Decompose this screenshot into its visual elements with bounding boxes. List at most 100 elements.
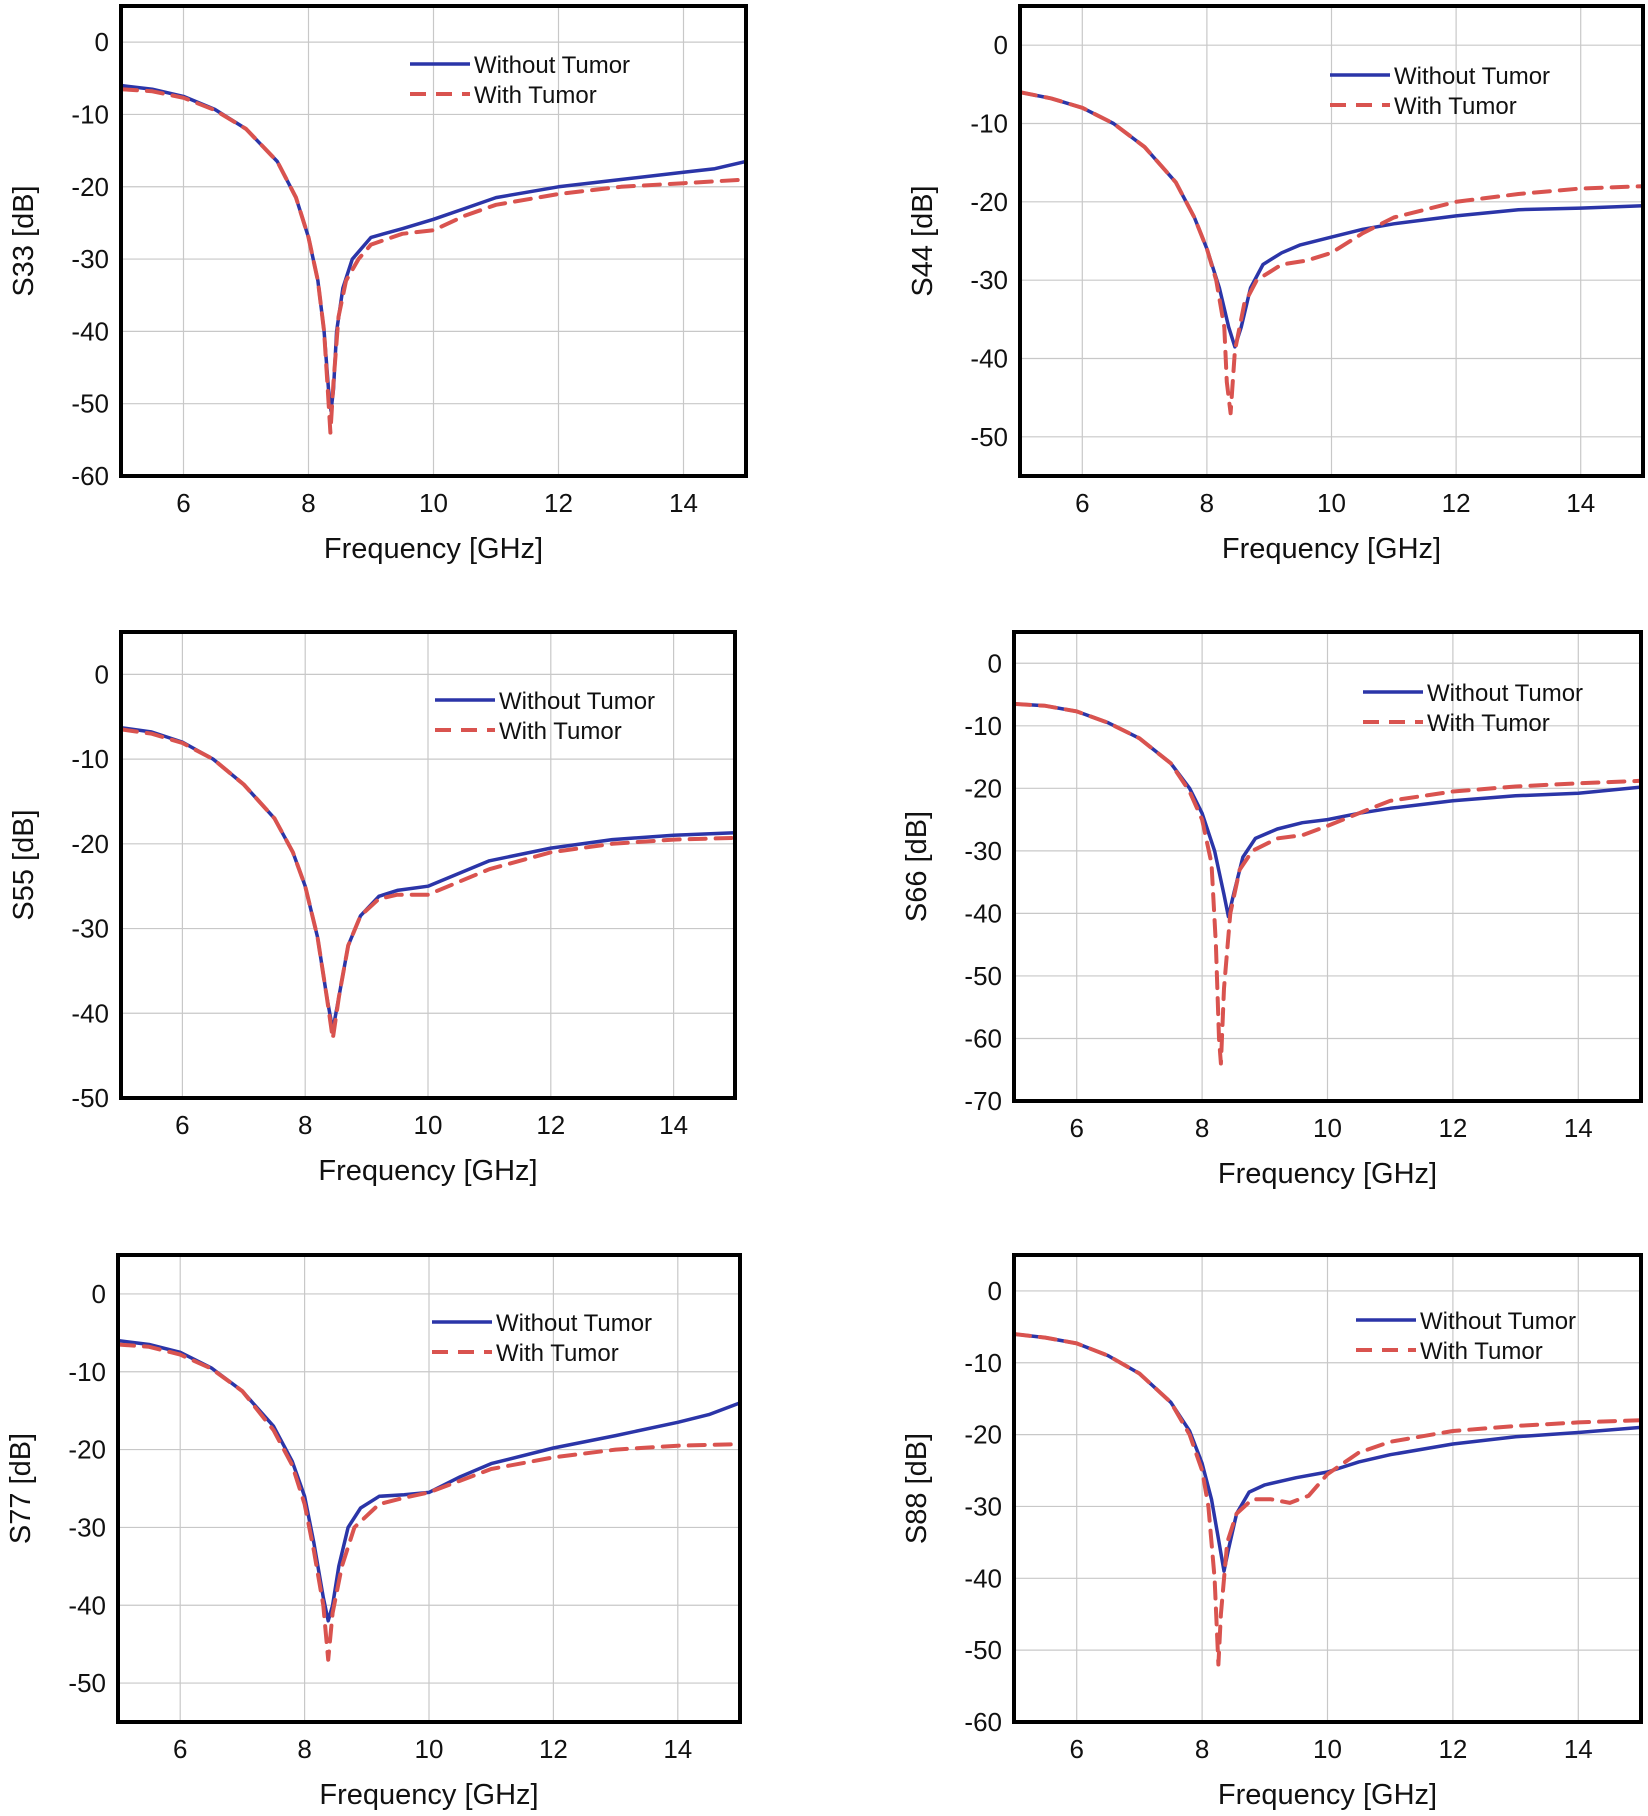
x-axis-label: Frequency [GHz] [1222,533,1441,565]
x-axis-label: Frequency [GHz] [1218,1779,1437,1811]
series-with-tumor-line [118,1342,740,1662]
series-with-tumor-line [1014,1332,1641,1667]
series-with-tumor-line [121,727,735,1041]
y-tick-label: -70 [964,1086,1002,1116]
legend-label: Without Tumor [499,688,655,715]
x-tick-label: 10 [1317,488,1346,518]
plot-frame [116,1253,742,1724]
x-tick-label: 12 [1438,1734,1467,1764]
legend-label: Without Tumor [474,52,630,79]
y-tick-label: -50 [970,422,1008,452]
legend-label: With Tumor [1420,1338,1543,1365]
x-tick-label: 8 [301,488,315,518]
y-tick-label: -30 [964,836,1002,866]
x-tick-label: 12 [539,1734,568,1764]
x-tick-label: 14 [1564,1113,1593,1143]
y-tick-label: -50 [964,961,1002,991]
series-without-tumor-line [1020,90,1643,349]
x-tick-label: 14 [663,1734,692,1764]
chart-panel-6: 6 8 10 12 14 0 -10 -20 -30 -40 -50 -60 Frequency [GH… [901,1253,1643,1811]
y-tick-label: -40 [970,344,1008,374]
y-tick-label: 0 [95,27,109,57]
x-tick-label: 8 [1200,488,1214,518]
y-tick-label: -10 [964,711,1002,741]
y-tick-label: 0 [988,648,1002,678]
y-tick-label: -50 [68,1668,106,1698]
x-tick-label: 6 [1069,1734,1083,1764]
legend-label: With Tumor [1427,710,1550,737]
y-tick-label: -10 [970,109,1008,139]
x-tick-label: 12 [1442,488,1471,518]
x-tick-label: 14 [669,488,698,518]
legend-label: With Tumor [499,718,622,745]
x-tick-label: 6 [176,488,190,518]
y-tick-label: -60 [964,1707,1002,1737]
y-tick-label: -50 [71,389,109,419]
x-tick-label: 10 [419,488,448,518]
chart-panel-3: 6 8 10 12 14 0 -10 -20 -30 -40 -50 Frequency [GHz] S… [8,630,737,1187]
legend-label: Without Tumor [1427,680,1583,707]
y-axis-label: S77 [dB] [5,1433,37,1544]
y-tick-label: 0 [95,659,109,689]
y-tick-label: -50 [964,1635,1002,1665]
y-tick-label: -60 [964,1023,1002,1053]
plot-frame [1018,4,1645,478]
y-tick-label: -20 [970,187,1008,217]
x-tick-label: 10 [414,1110,443,1140]
x-tick-label: 6 [1075,488,1089,518]
y-tick-label: -40 [71,998,109,1028]
y-axis-label: S55 [dB] [8,809,40,920]
y-axis-label: S88 [dB] [901,1433,933,1544]
plot-frame [1012,630,1643,1103]
y-tick-label: -10 [68,1357,106,1387]
x-axis-label: Frequency [GHz] [318,1155,537,1187]
y-tick-label: -10 [71,99,109,129]
plot-frame [119,4,748,478]
x-tick-label: 14 [1566,488,1595,518]
y-tick-label: -20 [71,829,109,859]
y-tick-label: -30 [964,1491,1002,1521]
chart-panel-4: 6 8 10 12 14 0 -10 -20 -30 -40 -50 -60 -70 Frequency … [901,630,1643,1190]
y-tick-label: -30 [68,1512,106,1542]
y-tick-label: -30 [970,265,1008,295]
y-tick-label: -20 [964,1420,1002,1450]
series-with-tumor-line [1020,90,1643,416]
chart-panel-1: 6 8 10 12 14 0 -10 -20 -30 -40 -50 -60 Frequency [GH… [8,4,748,565]
y-tick-label: -30 [71,914,109,944]
x-tick-label: 12 [544,488,573,518]
y-tick-label: 0 [988,1276,1002,1306]
y-tick-label: -50 [71,1083,109,1113]
x-tick-label: 8 [298,1110,312,1140]
chart-panel-5: 6 8 10 12 14 0 -10 -20 -30 -40 -50 Frequency [GHz] S… [5,1253,742,1811]
x-axis-label: Frequency [GHz] [1218,1158,1437,1190]
plot-frame [1012,1253,1643,1724]
y-tick-label: -40 [68,1590,106,1620]
series-with-tumor-line [121,87,746,435]
y-tick-label: -40 [964,898,1002,928]
y-tick-label: -40 [71,316,109,346]
plot-frame [119,630,737,1100]
legend-label: With Tumor [496,1340,619,1367]
x-tick-label: 6 [175,1110,189,1140]
y-tick-label: -10 [71,744,109,774]
y-tick-label: -60 [71,461,109,491]
x-axis-label: Frequency [GHz] [319,1779,538,1811]
chart-panel-2: 6 8 10 12 14 0 -10 -20 -30 -40 -50 Frequency [GHz] S… [907,4,1645,565]
x-tick-label: 14 [659,1110,688,1140]
x-axis-label: Frequency [GHz] [324,533,543,565]
y-axis-label: S66 [dB] [901,811,933,922]
x-tick-label: 8 [297,1734,311,1764]
legend-label: With Tumor [474,82,597,109]
x-tick-label: 10 [415,1734,444,1764]
legend-label: With Tumor [1394,93,1517,120]
x-tick-label: 14 [1564,1734,1593,1764]
y-axis-label: S33 [dB] [8,185,40,296]
y-tick-label: -30 [71,244,109,274]
x-tick-label: 8 [1195,1113,1209,1143]
x-tick-label: 8 [1195,1734,1209,1764]
legend-label: Without Tumor [1420,1308,1576,1335]
series-with-tumor-line [1014,701,1641,1066]
x-tick-label: 12 [1438,1113,1467,1143]
y-tick-label: 0 [994,30,1008,60]
